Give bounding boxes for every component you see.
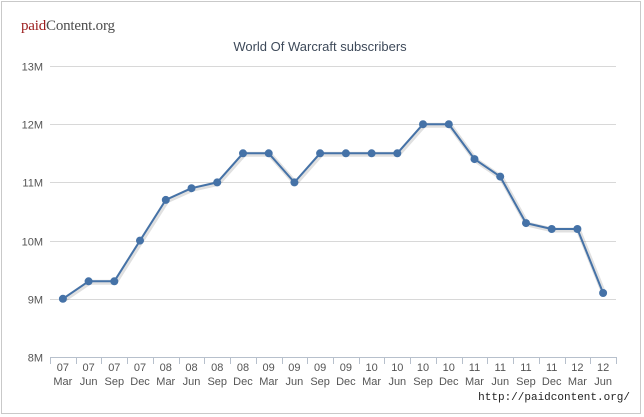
x-tick-label-year: 11 (546, 362, 557, 374)
x-tick-label-year: 08 (185, 362, 197, 374)
series-layer (58, 120, 608, 303)
x-tick-label-month: Mar (259, 376, 278, 388)
y-tick-label: 12M (22, 120, 43, 132)
x-tick-label-year: 07 (82, 362, 94, 374)
data-point[interactable] (522, 219, 530, 228)
y-tick-label: 11M (22, 178, 43, 190)
x-tick-label-month: Jun (594, 376, 612, 388)
data-point[interactable] (393, 149, 402, 158)
x-tick-label-year: 09 (263, 362, 275, 374)
x-tick-label-month: Dec (130, 376, 150, 388)
x-tick-label-year: 10 (443, 362, 455, 374)
x-tick-label-year: 10 (391, 362, 403, 374)
x-tick-label-month: Sep (413, 376, 433, 388)
x-tick-label-year: 07 (57, 362, 69, 374)
data-point[interactable] (470, 155, 479, 164)
paidcontent-logo[interactable]: paidContent.org (21, 18, 115, 35)
x-tick-label-year: 12 (571, 362, 583, 374)
x-tick-label-month: Mar (362, 376, 381, 388)
data-point[interactable] (367, 149, 376, 158)
x-tick-label-year: 10 (417, 362, 429, 374)
data-point[interactable] (599, 289, 608, 297)
x-tick-label-month: Dec (542, 376, 562, 388)
data-point[interactable] (444, 120, 453, 129)
chart-title: World Of Warcraft subscribers (233, 39, 407, 54)
x-tick-label-year: 08 (160, 362, 172, 374)
data-point[interactable] (496, 172, 505, 181)
x-tick-label-month: Mar (568, 376, 587, 388)
y-axis: 8M 9M 10M 11M 12M 13M (22, 62, 43, 365)
y-tick-label: 13M (22, 62, 43, 74)
x-tick-label-year: 11 (520, 362, 531, 374)
x-tick-label-year: 07 (108, 362, 120, 374)
y-tick-label: 9M (28, 295, 43, 307)
y-tick-label: 8M (28, 353, 43, 365)
x-tick-label-year: 09 (340, 362, 352, 374)
data-point[interactable] (573, 225, 582, 233)
data-point[interactable] (264, 149, 273, 158)
data-point[interactable] (110, 277, 119, 286)
x-tick-label-year: 08 (211, 362, 223, 374)
x-tick-label-month: Dec (439, 376, 459, 388)
data-point[interactable] (316, 149, 325, 158)
x-tick-label-year: 11 (495, 362, 506, 374)
x-tick-label-month: Jun (388, 376, 406, 388)
x-tick-label-month: Sep (310, 376, 330, 388)
series-line (62, 123, 605, 300)
x-tick-label-month: Jun (80, 376, 98, 388)
x-tick-label-month: Sep (516, 376, 536, 388)
data-point[interactable] (136, 236, 144, 245)
grid-lines (50, 66, 616, 358)
credit-link[interactable]: http://paidcontent.org/ (478, 392, 630, 404)
data-point[interactable] (341, 149, 350, 158)
data-point[interactable] (84, 277, 93, 286)
x-tick-label-year: 08 (237, 362, 249, 374)
y-tick-label: 10M (22, 237, 43, 249)
x-axis: 07 Mar 07 Jun 07 Sep 07 Dec 08 Mar 08 Jun 08 Sep 08 Dec… (50, 357, 617, 388)
data-point[interactable] (419, 120, 427, 129)
x-tick-label-month: Mar (53, 376, 72, 388)
x-tick-label-year: 12 (597, 362, 609, 374)
x-tick-label-year: 11 (469, 362, 480, 374)
x-tick-label-year: 07 (134, 362, 146, 374)
x-tick-label-year: 09 (288, 362, 300, 374)
data-point[interactable] (58, 294, 67, 303)
data-point[interactable] (547, 225, 556, 233)
series-line-shadow (62, 122, 607, 302)
logo-part-content: Content.org (46, 18, 115, 34)
x-tick-label-month: Dec (336, 376, 356, 388)
data-point[interactable] (161, 195, 170, 204)
data-point[interactable] (239, 149, 247, 158)
x-tick-label-month: Dec (233, 376, 253, 388)
data-point[interactable] (187, 184, 196, 193)
x-tick-label-month: Sep (105, 376, 125, 388)
x-tick-label-month: Jun (183, 376, 201, 388)
x-tick-label-month: Sep (207, 376, 227, 388)
x-tick-label-year: 10 (365, 362, 377, 374)
data-point[interactable] (290, 178, 299, 187)
x-tick-label-month: Jun (491, 376, 509, 388)
x-tick-label-month: Mar (156, 376, 175, 388)
data-point[interactable] (213, 178, 222, 187)
x-tick-label-month: Mar (465, 376, 484, 388)
logo-part-paid: paid (21, 18, 47, 34)
x-tick-label-year: 09 (314, 362, 326, 374)
x-tick-label-month: Jun (286, 376, 304, 388)
